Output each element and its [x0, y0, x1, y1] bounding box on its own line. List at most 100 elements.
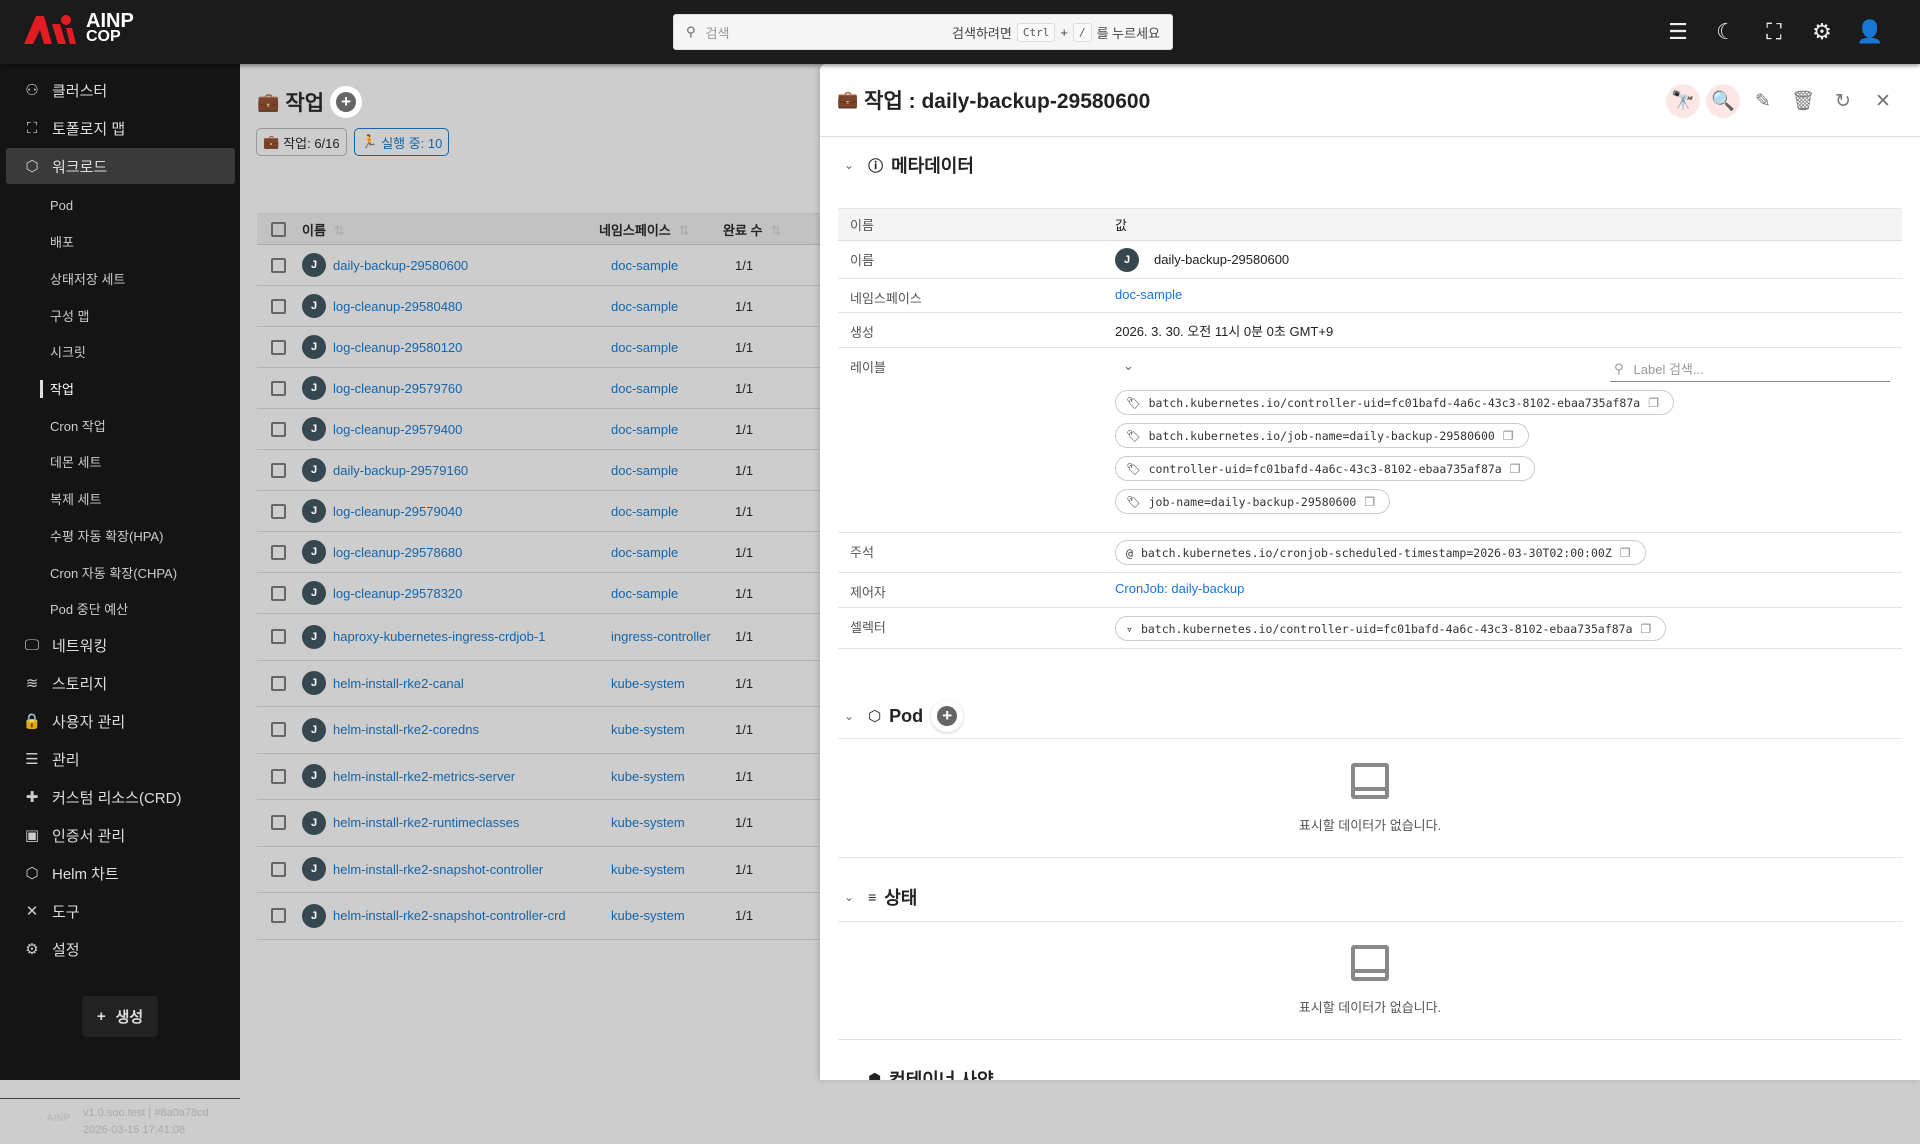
job-name-link[interactable]: helm-install-rke2-metrics-server	[333, 768, 516, 784]
controller-link[interactable]: CronJob: daily-backup	[1115, 581, 1245, 596]
labels-expand-chevron-icon[interactable]: ⌄	[1123, 358, 1134, 373]
sidebar-item-tools[interactable]: ✕ 도구	[6, 893, 235, 929]
copy-icon[interactable]: ❐	[1640, 621, 1652, 636]
pod-section-header[interactable]: ⌄ ⬡ Pod +	[844, 700, 964, 732]
sidebar-item-lock[interactable]: 🔒 사용자 관리	[6, 703, 235, 739]
namespace-link[interactable]: doc-sample	[611, 462, 679, 478]
sidebar-item-network[interactable]: 🖵 네트워킹	[6, 627, 235, 663]
job-name-link[interactable]: helm-install-rke2-coredns	[333, 722, 479, 738]
col-completions[interactable]: 완료 수 ⇅	[723, 222, 782, 238]
row-checkbox[interactable]	[271, 503, 286, 519]
add-job-button[interactable]: +	[330, 86, 363, 118]
row-checkbox[interactable]	[271, 908, 286, 924]
namespace-link[interactable]: kube-system	[611, 815, 685, 831]
job-name-link[interactable]: log-cleanup-29579760	[333, 380, 463, 396]
row-checkbox[interactable]	[271, 380, 286, 396]
row-checkbox[interactable]	[271, 861, 286, 877]
logo[interactable]: AINP COP	[22, 11, 134, 46]
settings-icon[interactable]: ⚙	[1812, 19, 1832, 44]
job-name-link[interactable]: helm-install-rke2-snapshot-controller-cr…	[333, 908, 566, 924]
namespace-link[interactable]: kube-system	[611, 908, 685, 924]
global-search-input[interactable]: ⚲ 검색 검색하려면 Ctrl + / 를 누르세요	[673, 14, 1173, 50]
namespace-link[interactable]: doc-sample	[1115, 287, 1183, 302]
row-checkbox[interactable]	[271, 544, 286, 560]
dark-mode-icon[interactable]: ☾	[1716, 19, 1736, 44]
sidebar-subitem[interactable]: Pod 중단 예산	[50, 602, 129, 618]
job-name-link[interactable]: log-cleanup-29579400	[333, 421, 463, 437]
sidebar-subitem[interactable]: 배포	[50, 235, 74, 251]
job-name-link[interactable]: haproxy-kubernetes-ingress-crdjob-1	[333, 629, 546, 645]
job-name-link[interactable]: helm-install-rke2-snapshot-controller	[333, 861, 544, 877]
namespace-link[interactable]: ingress-controller	[611, 629, 711, 645]
telescope-icon[interactable]: 🔭	[1666, 84, 1700, 118]
sidebar-subitem[interactable]: Cron 작업	[50, 418, 106, 434]
row-checkbox[interactable]	[271, 675, 286, 691]
row-checkbox[interactable]	[271, 257, 286, 273]
selectors-chip[interactable]: ▿ batch.kubernetes.io/controller-uid=fc01…	[1115, 616, 1667, 641]
sidebar-subitem[interactable]: 데몬 세트	[50, 455, 102, 471]
sidebar-subitem[interactable]: 수평 자동 확장(HPA)	[50, 528, 164, 544]
refresh-icon[interactable]: ↻	[1835, 90, 1851, 112]
namespace-link[interactable]: kube-system	[611, 722, 685, 738]
sidebar-subitem[interactable]: Pod	[50, 197, 74, 213]
fullscreen-icon[interactable]: ⛶	[1766, 19, 1782, 44]
sidebar-subitem[interactable]: 복제 세트	[50, 492, 102, 508]
select-all-checkbox[interactable]	[271, 221, 286, 237]
job-name-link[interactable]: log-cleanup-29578680	[333, 544, 463, 560]
namespace-link[interactable]: doc-sample	[611, 421, 679, 437]
row-checkbox[interactable]	[271, 339, 286, 355]
namespace-link[interactable]: kube-system	[611, 861, 685, 877]
namespace-link[interactable]: doc-sample	[611, 257, 679, 273]
sidebar-subitem[interactable]: 작업	[40, 374, 74, 404]
sidebar-item-topology[interactable]: ⛶ 토폴로지 맵	[6, 110, 235, 146]
namespace-link[interactable]: doc-sample	[611, 298, 679, 314]
labels-chip[interactable]: 🏷 batch.kubernetes.io/controller-uid=fc01…	[1115, 390, 1674, 415]
log-search-icon[interactable]: 🔍	[1706, 84, 1740, 118]
row-checkbox[interactable]	[271, 629, 286, 645]
sidebar-item-storage[interactable]: ≋ 스토리지	[6, 665, 235, 701]
namespace-link[interactable]: doc-sample	[611, 380, 679, 396]
col-namespace[interactable]: 네임스페이스 ⇅	[599, 222, 690, 238]
metadata-section-header[interactable]: ⌄ ⓘ 메타데이터	[844, 152, 974, 178]
job-name-link[interactable]: log-cleanup-29580480	[333, 298, 463, 314]
namespace-link[interactable]: doc-sample	[611, 503, 679, 519]
job-name-link[interactable]: helm-install-rke2-runtimeclasses	[333, 815, 520, 831]
copy-icon[interactable]: ❐	[1648, 395, 1659, 410]
row-checkbox[interactable]	[271, 462, 286, 478]
namespace-link[interactable]: doc-sample	[611, 339, 679, 355]
sidebar-subitem[interactable]: 상태저장 세트	[50, 271, 126, 287]
col-name[interactable]: 이름 ⇅	[302, 222, 345, 238]
row-checkbox[interactable]	[271, 815, 286, 831]
jobs-count-chip[interactable]: 💼 작업: 6/16	[256, 128, 347, 156]
collapse-sidebar-icon[interactable]: ‹	[216, 1113, 220, 1125]
namespace-link[interactable]: doc-sample	[611, 585, 679, 601]
running-chip[interactable]: 🏃 실행 중: 10	[354, 128, 450, 156]
row-checkbox[interactable]	[271, 298, 286, 314]
copy-icon[interactable]: ❐	[1502, 428, 1514, 443]
sidebar-item-certificate[interactable]: ▣ 인증서 관리	[6, 817, 235, 853]
sidebar-item-helm[interactable]: ⬡ Helm 차트	[6, 855, 235, 891]
row-checkbox[interactable]	[271, 585, 286, 601]
sidebar-item-gear[interactable]: ⚙ 설정	[6, 931, 235, 967]
sidebar-subitem[interactable]: 시크릿	[50, 345, 86, 361]
labels-chip[interactable]: 🏷 job-name=daily-backup-29580600 ❐	[1115, 489, 1391, 514]
sidebar-item-cluster[interactable]: ⚇ 클러스터	[6, 72, 235, 108]
create-button[interactable]: + 생성	[82, 996, 158, 1037]
annotations-chip[interactable]: @ batch.kubernetes.io/cronjob-scheduled-t…	[1115, 540, 1646, 565]
job-name-link[interactable]: daily-backup-29580600	[333, 257, 469, 273]
label-search-input[interactable]: ⚲ Label 검색...	[1610, 356, 1890, 382]
user-icon[interactable]: 👤	[1856, 19, 1884, 44]
